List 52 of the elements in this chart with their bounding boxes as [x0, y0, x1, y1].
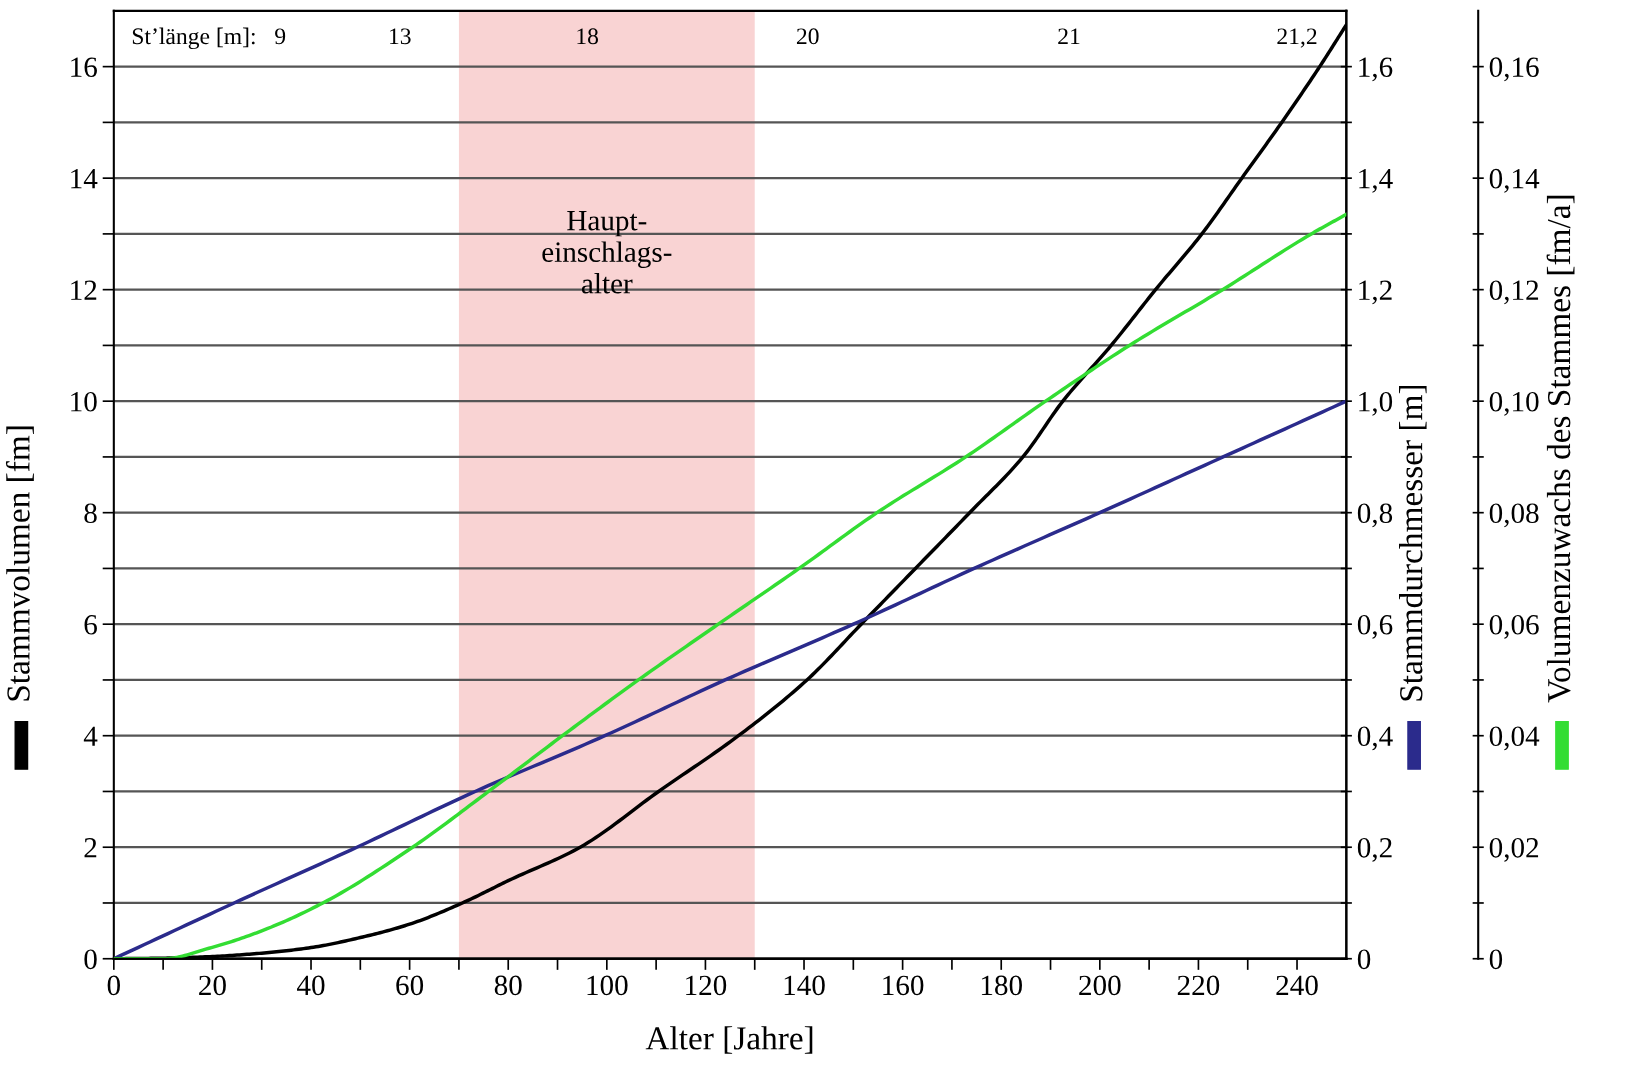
y-axis-title: Stammvolumen [fm] — [5, 426, 34, 701]
y2-tick-label: 0,2 — [1357, 837, 1392, 862]
x-tick-label: 140 — [784, 975, 825, 996]
x-tick-label: 60 — [396, 975, 424, 996]
y3-tick-label: 0,04 — [1489, 726, 1540, 751]
x-tick-label: 200 — [1079, 975, 1121, 996]
y3-tick-label: 0,10 — [1489, 391, 1539, 416]
x-tick-label: 20 — [199, 975, 226, 996]
y2-tick-label: 1,2 — [1359, 280, 1392, 305]
y2-tick-label: 0,6 — [1357, 614, 1393, 639]
y3-tick-label: 0,02 — [1489, 837, 1539, 862]
y2-tick-label: 0 — [1357, 949, 1371, 970]
y2-tick-label: 0,4 — [1357, 726, 1393, 751]
y-tick-label: 8 — [84, 503, 97, 524]
y3-tick-label: 0,12 — [1489, 280, 1539, 305]
y2-tick-label: 1,0 — [1359, 391, 1393, 416]
x-tick-label: 0 — [107, 975, 120, 996]
x-axis-title: Alter [Jahre] — [645, 1026, 813, 1054]
y3-tick-label: 0,06 — [1489, 614, 1539, 639]
x-tick-label: 100 — [587, 975, 628, 996]
y3-tick-label: 0,08 — [1489, 503, 1539, 528]
y-tick-label: 12 — [71, 280, 97, 300]
x-tick-label: 120 — [686, 975, 727, 996]
x-tick-label: 220 — [1177, 975, 1220, 996]
x-tick-label: 40 — [297, 975, 325, 996]
annotation: 21,2 — [1277, 28, 1317, 48]
y-tick-label: 6 — [84, 615, 97, 635]
y2-tick-label: 1,6 — [1359, 57, 1393, 82]
x-tick-label: 160 — [883, 975, 924, 996]
y-tick-label: 2 — [84, 838, 97, 858]
annotation: 13 — [390, 28, 411, 45]
x-tick-label: 80 — [494, 975, 522, 996]
y2-tick-label: 0,8 — [1357, 503, 1393, 528]
y-tick-label: 0 — [84, 949, 97, 970]
y3-tick-label: 0,16 — [1489, 57, 1539, 82]
y2-axis-title: Stammdurchmesser [m] — [1399, 385, 1427, 701]
y3-tick-label: 0 — [1489, 949, 1503, 970]
x-tick-label: 240 — [1276, 975, 1318, 996]
y2-tick-label: 1,4 — [1359, 169, 1393, 193]
annotation: 9 — [275, 28, 286, 45]
annotation: 20 — [796, 28, 819, 45]
y-tick-label: 14 — [71, 169, 98, 189]
band-label: Haupt- einschlags- alter — [542, 211, 672, 294]
y-tick-label: 10 — [71, 391, 97, 412]
annotation: 18 — [577, 28, 599, 45]
y-tick-label: 16 — [71, 57, 97, 78]
y3-tick-label: 0,14 — [1489, 168, 1540, 193]
x-tick-label: 180 — [981, 975, 1022, 996]
annotation: 21 — [1058, 28, 1080, 45]
annotation: St’länge [m]: — [132, 27, 255, 50]
y3-axis-title: Volumenzuwachs des Stammes [fm/a] — [1546, 195, 1575, 703]
y-tick-label: 4 — [83, 726, 98, 746]
